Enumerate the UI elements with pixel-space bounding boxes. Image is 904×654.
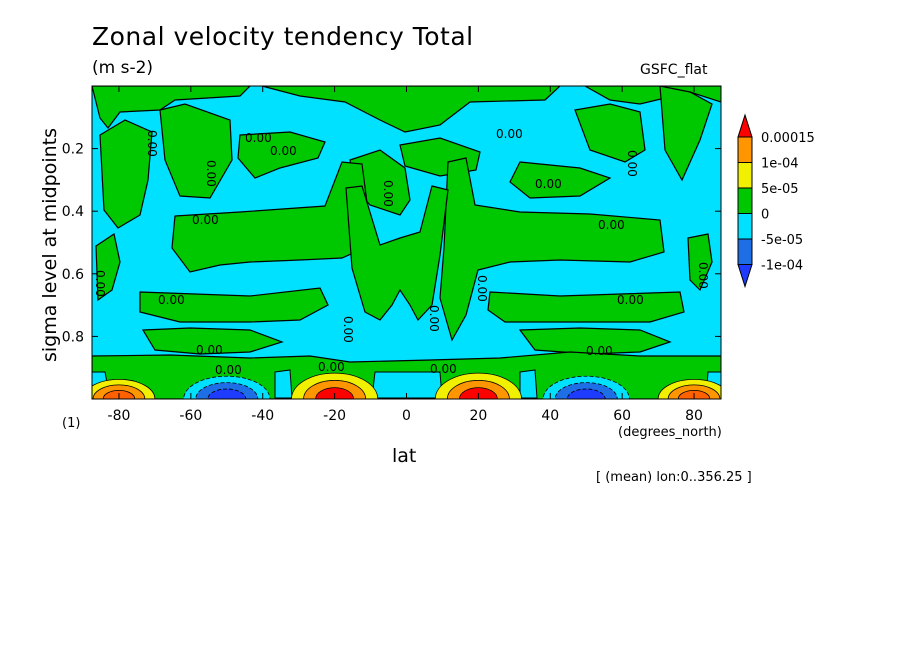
contour-label: 0.00 — [696, 262, 710, 289]
colorbar: 0.00015 1e-04 5e-05 0 -5e-05 -1e-04 — [737, 113, 815, 289]
colorbar-under-arrow — [737, 264, 753, 289]
y-tick-label: 0.2 — [62, 142, 84, 158]
contour-label: 0.00 — [535, 177, 562, 191]
contour-label: 0.00 — [381, 180, 395, 207]
contour-label: 0.00 — [158, 293, 185, 307]
colorbar-over-arrow — [737, 113, 753, 138]
contour-region — [519, 369, 538, 399]
colorbar-label: 5e-05 — [761, 182, 799, 197]
contour-region — [261, 86, 561, 133]
lobe-contour — [566, 388, 606, 399]
x-axis-label: lat — [392, 445, 417, 467]
contour-label: 0.00 — [617, 293, 644, 307]
x-tick-label: 20 — [469, 408, 487, 424]
colorbar-label: -1e-04 — [761, 259, 803, 274]
contour-region — [139, 287, 329, 323]
surface-lobe — [542, 375, 630, 399]
panel-id: (1) — [62, 416, 81, 431]
contour-label: 0.00 — [145, 130, 159, 157]
x-tick-label: -20 — [323, 408, 346, 424]
contour-label: 0.00 — [93, 270, 107, 297]
contour-region — [439, 157, 665, 342]
y-tick-label: 0.8 — [62, 329, 84, 345]
contour-region — [99, 119, 153, 229]
lobe-contour — [207, 388, 247, 399]
x-tick-label: 80 — [685, 408, 703, 424]
x-tick-label: -80 — [108, 408, 131, 424]
contour-label: 0.00 — [586, 344, 613, 358]
contour-label: 0.00 — [196, 343, 223, 357]
colorbar-segment — [737, 238, 753, 265]
contour-region — [95, 233, 121, 302]
contour-region — [574, 103, 646, 163]
y-tick-label: 0.6 — [62, 267, 84, 283]
contour-label: 0.00 — [204, 160, 218, 187]
contour-region — [274, 369, 293, 399]
chart-units: (m s-2) — [92, 58, 154, 78]
x-tick-label: 0 — [402, 408, 411, 424]
surface-lobe — [434, 372, 522, 399]
x-tick-label: 40 — [541, 408, 559, 424]
contour-region — [659, 86, 713, 182]
contour-label: 0.00 — [496, 127, 523, 141]
x-tick-label: 60 — [613, 408, 631, 424]
contour-region — [687, 233, 713, 292]
contour-label: 0.00 — [625, 150, 639, 177]
dataset-label: GSFC_flat — [640, 62, 708, 78]
contour-label: 0.00 — [427, 305, 441, 332]
colorbar-segment — [737, 162, 753, 189]
plot-area: 0.00 0.00 0.00 0.00 0.00 0.00 0.00 0.00 0.00 0.00… — [92, 86, 721, 399]
y-tick-label: 0.4 — [62, 204, 84, 220]
x-axis-units: (degrees_north) — [618, 425, 722, 440]
contour-label: 0.00 — [245, 131, 272, 145]
chart-title: Zonal velocity tendency Total — [92, 22, 474, 51]
contour-label: 0.00 — [318, 360, 345, 374]
colorbar-label: 1e-04 — [761, 157, 799, 172]
contour-region — [237, 131, 326, 179]
contour-region — [487, 291, 685, 323]
x-tick-label: -40 — [251, 408, 274, 424]
colorbar-label: 0 — [761, 208, 769, 223]
colorbar-label: 0.00015 — [761, 131, 815, 146]
colorbar-label: -5e-05 — [761, 233, 803, 248]
colorbar-segment — [737, 136, 753, 163]
contour-region — [518, 327, 672, 355]
colorbar-segment — [737, 187, 753, 214]
contour-region — [509, 161, 612, 199]
contour-label: 0.00 — [341, 316, 355, 343]
contour-label: 0.00 — [430, 362, 457, 376]
contour-label: 0.00 — [475, 275, 489, 302]
x-tick-label: -60 — [179, 408, 202, 424]
contour-region — [345, 185, 449, 322]
contour-region — [141, 327, 284, 355]
contour-label: 0.00 — [192, 213, 219, 227]
contour-label: 0.00 — [215, 363, 242, 377]
contour-label: 0.00 — [270, 144, 297, 158]
surface-lobe — [183, 375, 271, 399]
averaging-footnote: [ (mean) lon:0..356.25 ] — [596, 470, 752, 485]
contour-region — [159, 103, 233, 199]
surface-lobe — [291, 372, 379, 399]
colorbar-segment — [737, 213, 753, 240]
contour-label: 0.00 — [598, 218, 625, 232]
